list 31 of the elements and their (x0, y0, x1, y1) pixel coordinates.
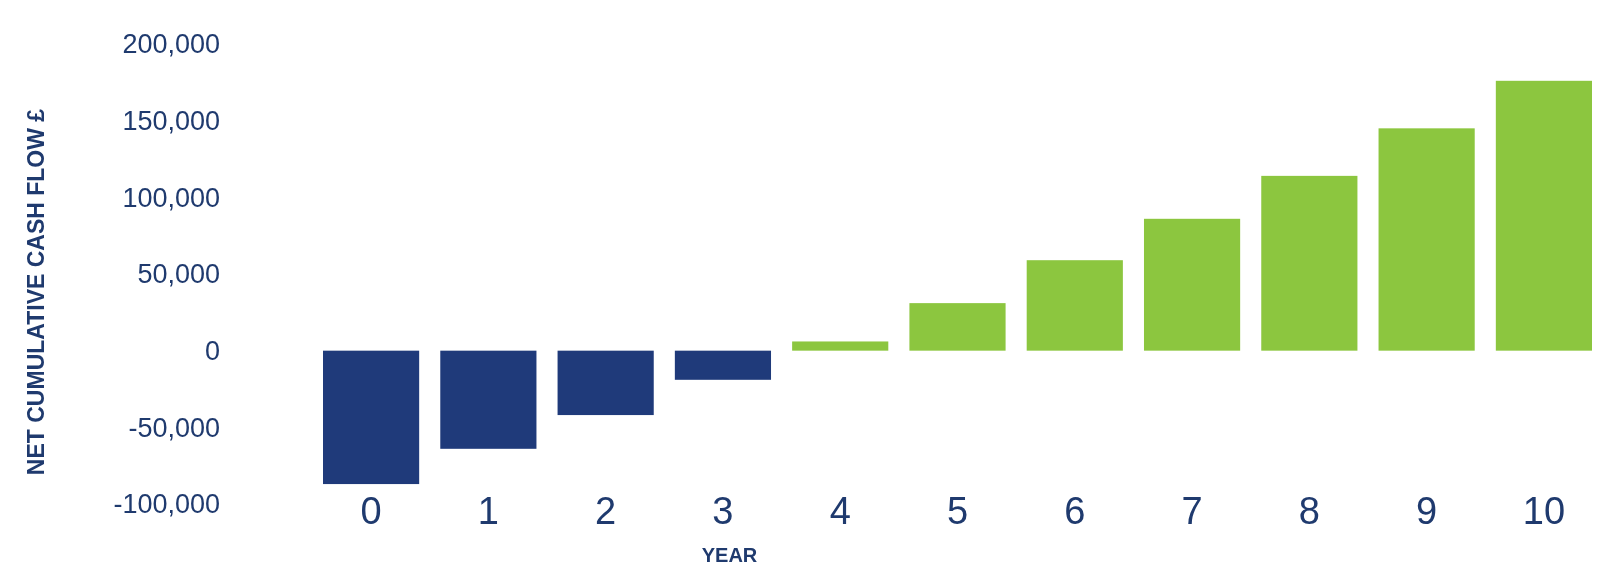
bar (1378, 128, 1475, 351)
bar (909, 303, 1006, 351)
bar (674, 350, 772, 380)
y-tick-label: 50,000 (137, 259, 220, 290)
x-tick-label: 3 (712, 490, 734, 532)
x-tick-label: 6 (1064, 490, 1086, 532)
y-tick-label: 200,000 (122, 29, 220, 60)
bar (323, 350, 420, 485)
x-tick-label: 0 (360, 490, 382, 532)
bar (1495, 80, 1592, 351)
x-tick-label: 10 (1522, 490, 1566, 532)
bar (1143, 218, 1241, 351)
y-tick-label: -50,000 (128, 412, 220, 443)
x-tick-label: 7 (1181, 490, 1203, 532)
x-axis-title: YEAR (701, 544, 758, 566)
bar (792, 341, 889, 351)
bar (440, 350, 537, 449)
x-tick-label: 2 (595, 490, 617, 532)
x-tick-label: 1 (477, 490, 499, 532)
bar (557, 350, 654, 416)
y-tick-label: 0 (204, 336, 220, 367)
bar (1261, 175, 1358, 351)
x-tick-label: 5 (946, 490, 969, 532)
bar (1026, 260, 1123, 351)
x-tick-label: 9 (1416, 490, 1438, 532)
y-tick-label: -100,000 (113, 489, 220, 520)
x-tick-label: 4 (829, 490, 851, 532)
y-tick-label: 150,000 (122, 106, 220, 137)
y-axis-title: NET CUMULATIVE CASH FLOW £ (23, 108, 49, 476)
x-tick-label: 8 (1298, 490, 1320, 532)
y-tick-label: 100,000 (122, 182, 220, 213)
